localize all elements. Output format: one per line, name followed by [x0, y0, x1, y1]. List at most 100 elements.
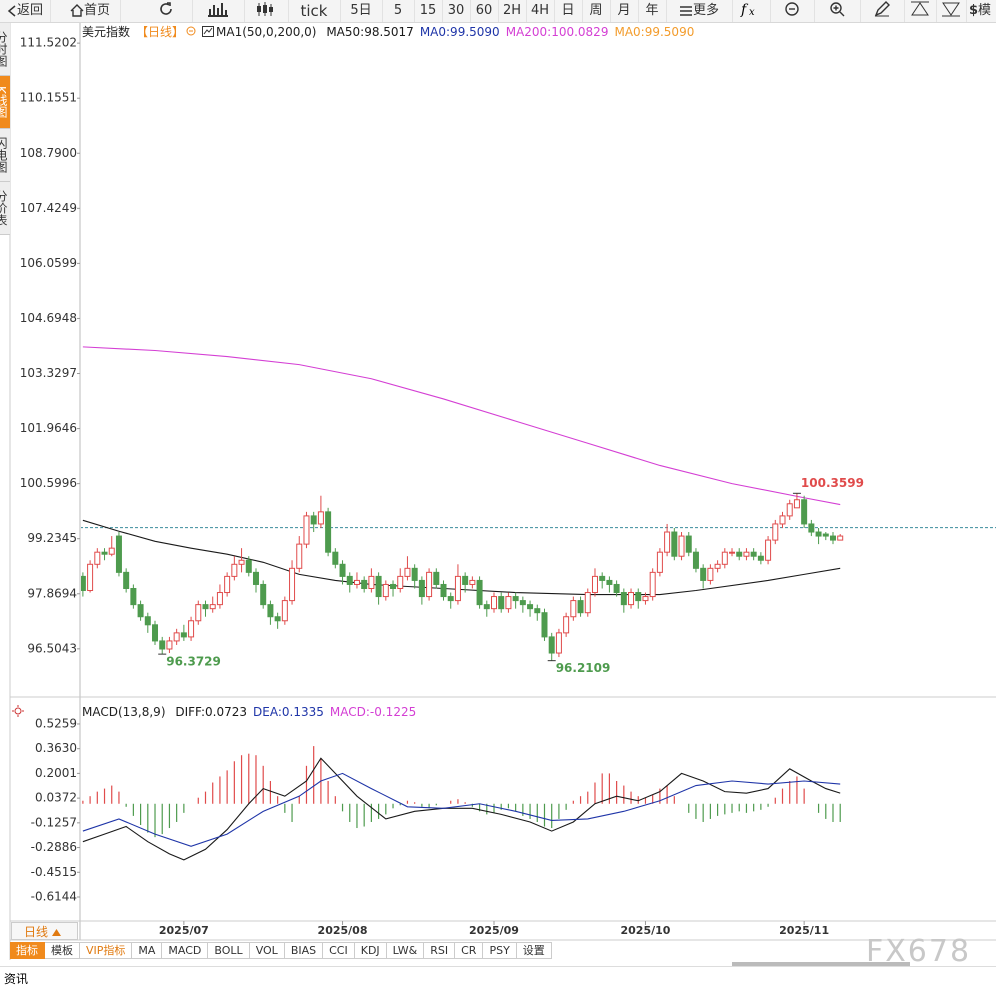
home-button[interactable]: 首页	[60, 0, 121, 22]
indicator-tab[interactable]: MACD	[162, 942, 209, 959]
y-tick-label: 108.7900	[20, 146, 77, 160]
refresh-button[interactable]	[140, 0, 193, 22]
indicator-label: MACD(13,8,9)	[82, 705, 166, 719]
indicator-tab[interactable]: MA	[132, 942, 163, 959]
x-tick-label: 2025/07	[159, 924, 209, 937]
candle-body	[721, 551, 728, 565]
period-button[interactable]: 5	[382, 0, 415, 22]
candle-body	[188, 620, 195, 638]
indicator-tab[interactable]: 模板	[45, 942, 80, 959]
candle-body	[390, 583, 397, 589]
label: 日线	[24, 925, 49, 939]
candle-body	[757, 555, 764, 561]
y-tick-label: 107.4249	[20, 201, 77, 215]
candle-body	[462, 575, 469, 585]
candle-body	[94, 551, 101, 565]
legend-entry: MA200:100.0829	[505, 25, 609, 39]
plot	[82, 746, 841, 861]
more-button[interactable]: 更多	[666, 0, 733, 22]
candle-body	[498, 596, 505, 610]
indicator-tab[interactable]: KDJ	[354, 942, 387, 959]
footer-tab[interactable]: 资讯	[4, 972, 29, 986]
period-button[interactable]: 5日	[340, 0, 383, 22]
candle-body	[642, 596, 649, 602]
label: 首页	[83, 3, 110, 18]
candle-body	[476, 579, 483, 606]
side-tab[interactable]: K线图	[0, 76, 10, 129]
candle-body	[815, 531, 822, 537]
annotation: 96.2109	[556, 661, 611, 675]
candle-body	[361, 579, 368, 589]
candle-body	[700, 567, 707, 581]
candle-body	[656, 551, 663, 573]
indicator-tab[interactable]: 指标	[10, 942, 45, 959]
y-tick-label: 0.5259	[35, 716, 77, 730]
back-button[interactable]: 返回	[0, 0, 51, 22]
shape-button[interactable]	[936, 0, 967, 22]
candle-body	[303, 515, 310, 545]
indicator-icon[interactable]	[202, 26, 215, 37]
period-selector[interactable]: 日线	[11, 922, 78, 940]
candle-body	[411, 567, 418, 581]
y-tick-label: 106.0599	[20, 256, 77, 270]
indicator-tab[interactable]: 设置	[516, 942, 552, 959]
candle-body	[209, 604, 216, 610]
candle-body	[685, 535, 692, 553]
period-button[interactable]: 60	[470, 0, 499, 22]
side-tab[interactable]: 分时图	[0, 23, 10, 76]
legend-entry: DIFF:0.0723	[175, 705, 248, 719]
candle-body	[527, 604, 534, 610]
period-button[interactable]: 15	[414, 0, 443, 22]
indicator-tab[interactable]: LW&	[386, 942, 425, 959]
indicator-tab[interactable]: VIP指标	[80, 942, 133, 959]
period-button[interactable]: 年	[638, 0, 667, 22]
candle-body	[548, 636, 555, 654]
candle-body	[180, 632, 187, 638]
candle-body	[238, 559, 245, 565]
bar-chart-button[interactable]	[192, 0, 245, 22]
period-button[interactable]: 30	[442, 0, 471, 22]
candle-body	[152, 624, 159, 642]
candle-body	[837, 535, 844, 541]
period-button[interactable]: 月	[610, 0, 639, 22]
candle-body	[447, 596, 454, 602]
indicator-tab[interactable]: RSI	[424, 942, 456, 959]
period-button[interactable]: 2H	[498, 0, 527, 22]
settings-icon[interactable]	[186, 26, 196, 36]
y-tick-label: 0.3630	[35, 741, 77, 755]
tick-button[interactable]: tick	[288, 0, 341, 22]
caret	[51, 929, 61, 936]
candle-body	[252, 571, 259, 585]
shape-button[interactable]	[904, 0, 937, 22]
series-line	[82, 346, 841, 506]
candle-body	[339, 563, 346, 577]
period-button[interactable]: 4H	[526, 0, 555, 22]
template-button[interactable]: $模	[969, 3, 992, 18]
candle-body	[534, 608, 541, 614]
indicator-tab[interactable]: PSY	[483, 942, 517, 959]
period-button[interactable]: 日	[554, 0, 583, 22]
indicator-tab[interactable]: CR	[455, 942, 484, 959]
scrollbar	[732, 962, 910, 966]
candle-body	[245, 559, 252, 573]
indicator-tabs: 指标 模板 VIP指标 MA MACD BOLL VOL BIAS CCI KDJ LW& RSI CR…	[10, 942, 552, 959]
candle-body	[620, 592, 627, 606]
zoom-in-button[interactable]	[814, 0, 861, 22]
draw-button[interactable]	[860, 0, 905, 22]
period-button[interactable]: 周	[582, 0, 611, 22]
watermark: FX678	[866, 934, 972, 969]
candle-body	[649, 571, 656, 598]
indicator-tab[interactable]: BIAS	[284, 942, 324, 959]
indicator-tab[interactable]: CCI	[323, 942, 355, 959]
side-tab[interactable]: 闪电图	[0, 129, 10, 182]
x-tick-label: 2025/10	[620, 924, 670, 937]
candle-button[interactable]	[244, 0, 289, 22]
candle-body	[260, 583, 267, 606]
zoom-out-button[interactable]	[770, 0, 815, 22]
candle-body	[555, 632, 562, 654]
y-tick-label: 0.2001	[35, 766, 77, 780]
indicator-tab[interactable]: VOL	[249, 942, 285, 959]
side-tab[interactable]: 分价表	[0, 182, 10, 235]
indicator-tab[interactable]: BOLL	[208, 942, 250, 959]
